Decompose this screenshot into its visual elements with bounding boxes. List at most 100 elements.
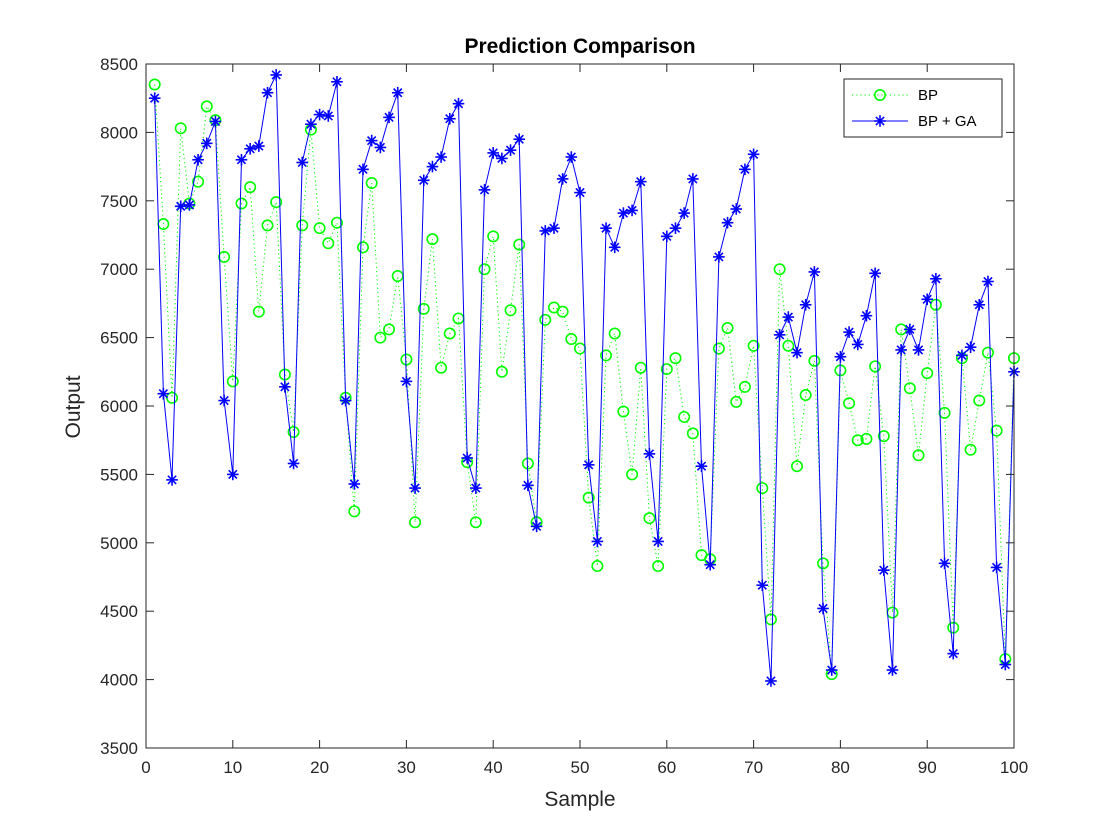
series-bp-point [417, 302, 430, 315]
series-bp-ga-point [878, 564, 890, 576]
series-bp-ga-point [461, 452, 473, 464]
series-bp-point [200, 100, 213, 113]
series-bp-point [678, 410, 691, 423]
series-bp-point [860, 432, 873, 445]
series-bp-point [964, 443, 977, 456]
series-bp-point [634, 361, 647, 374]
series-bp-ga-point [261, 86, 274, 99]
marker-stroke [349, 479, 359, 489]
series-bp-point [383, 323, 396, 336]
series-bp-point [356, 241, 369, 254]
marker-stroke [262, 88, 273, 98]
marker-stroke [228, 469, 238, 480]
series-bp-point [374, 331, 387, 344]
marker-stroke [592, 536, 603, 547]
series-bp-ga-point [192, 153, 204, 166]
marker-stroke [523, 480, 533, 491]
series-bp-point [478, 263, 491, 276]
legend-entry-bp-ga-label: BP + GA [918, 113, 977, 130]
y-tick-label: 6000 [100, 397, 138, 416]
series-bp-point [730, 395, 743, 408]
series-bp-ga-point [287, 457, 300, 470]
marker-stroke [158, 389, 169, 399]
series-bp-ga-point [548, 222, 560, 234]
series-bp-ga-point [886, 664, 899, 676]
marker-stroke [627, 205, 637, 216]
marker-stroke [367, 135, 377, 146]
series-bp-point [721, 322, 734, 335]
marker-stroke [297, 157, 307, 168]
series-bp-ga-point [669, 222, 682, 234]
series-bp-point [435, 361, 448, 374]
marker-stroke [922, 294, 932, 304]
legend-entry-bp-marker [873, 89, 886, 102]
series-bp-point [313, 222, 326, 235]
series-bp-ga-point [348, 478, 361, 490]
series-bp-ga-point [435, 151, 447, 163]
marker-stroke [419, 175, 429, 185]
x-tick-label: 20 [310, 758, 329, 777]
series-bp-ga-point [643, 448, 656, 460]
marker-stroke [245, 144, 255, 154]
series-bp-ga-point [713, 251, 725, 263]
series-bp-point [669, 352, 682, 365]
x-tick-label: 70 [744, 758, 763, 777]
series-bp-ga-point [730, 203, 743, 215]
series-bp-ga-point [687, 173, 699, 185]
series-bp-ga-point [895, 344, 907, 356]
series-bp-ga-point [956, 349, 968, 362]
marker-stroke [271, 70, 281, 80]
series-bp-point [912, 449, 925, 462]
series-bp-ga-point [982, 275, 994, 288]
series-bp-point [817, 557, 830, 570]
marker-stroke [358, 164, 368, 175]
series-bp-ga-point [947, 647, 960, 660]
series-bp-point [929, 298, 942, 311]
series-bp-ga-point [990, 561, 1003, 574]
series-bp-ga-point [860, 309, 873, 322]
y-tick-label: 5500 [100, 465, 138, 484]
x-tick-label: 0 [141, 758, 150, 777]
series-bp-ga-point [331, 75, 343, 88]
series-bp-ga-point [313, 108, 326, 121]
y-tick-label: 7000 [100, 260, 138, 279]
marker-stroke [332, 77, 342, 87]
series-bp-ga-point [305, 118, 317, 130]
marker-stroke [514, 134, 524, 144]
series-bp-ga-point [973, 298, 986, 311]
series-bp-ga-point [383, 111, 395, 124]
series-bp-ga-point [721, 216, 734, 229]
series-bp-point [192, 175, 205, 188]
series-bp-ga-point [166, 474, 178, 486]
series-bp-ga-point [417, 174, 430, 187]
marker-stroke [861, 311, 872, 321]
legend-box [843, 78, 1003, 138]
series-bp-ga-point [695, 460, 708, 472]
x-axis-title: Sample [544, 788, 615, 811]
marker-stroke [427, 161, 438, 172]
marker-stroke [1000, 659, 1010, 670]
marker-stroke [948, 648, 958, 659]
marker-stroke [479, 185, 490, 195]
series-bp-point [600, 349, 613, 362]
marker-stroke [844, 327, 854, 337]
series-bp-ga-point [634, 175, 647, 188]
y-tick-label: 4500 [100, 602, 138, 621]
legend-entry-bp-label: BP [918, 87, 938, 104]
marker-stroke [410, 483, 420, 493]
series-bp-point [287, 425, 300, 438]
series-bp-point [565, 332, 578, 345]
marker-stroke [280, 382, 290, 392]
marker-stroke [818, 603, 828, 614]
series-bp-ga-point [183, 199, 196, 211]
series-bp-ga-point [652, 535, 664, 548]
series-bp-ga-point [678, 207, 690, 219]
series-bp-point [981, 346, 994, 359]
marker-stroke [340, 395, 351, 406]
marker-stroke [714, 252, 724, 262]
x-tick-label: 30 [397, 758, 416, 777]
series-bp-ga-point [253, 140, 265, 152]
series-bp-ga-point [296, 156, 309, 169]
series-bp-ga-point [452, 97, 465, 110]
